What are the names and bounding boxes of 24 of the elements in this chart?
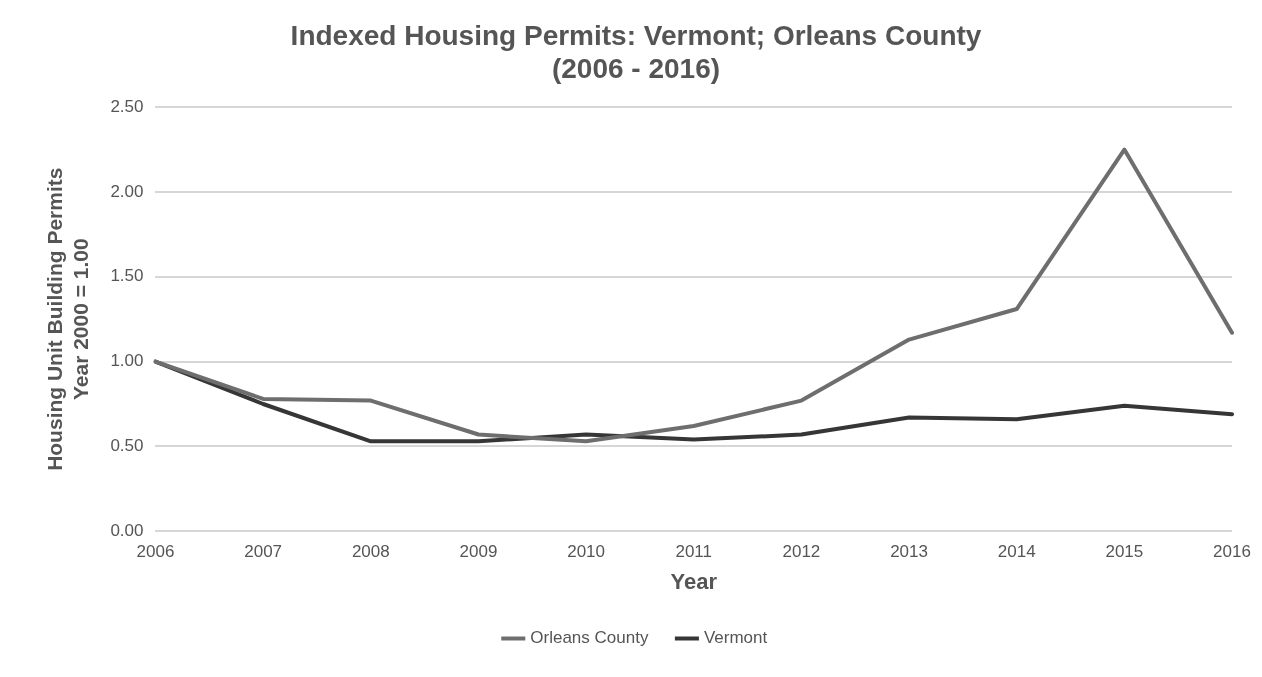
y-tick-label: 0.00 [110, 520, 144, 540]
x-tick-label: 2009 [459, 542, 498, 562]
x-tick-label: 2008 [351, 542, 390, 562]
x-tick-label: 2015 [1105, 542, 1144, 562]
legend-label: Orleans County [530, 628, 649, 648]
x-tick-label: 2011 [675, 542, 713, 562]
x-tick-label: 2013 [890, 542, 928, 562]
x-axis-title: Year [670, 568, 718, 594]
y-tick-label: 0.50 [110, 436, 144, 456]
x-tick-label: 2014 [997, 542, 1036, 562]
x-tick-label: 2010 [567, 542, 606, 562]
legend-label: Vermont [703, 628, 768, 648]
y-tick-label: 1.50 [110, 266, 144, 286]
text: (2006 - 2016) [551, 53, 721, 85]
text: Year 2000 = 1.00 [68, 238, 92, 401]
y-tick-label: 2.00 [110, 181, 144, 201]
y-tick-label: 1.00 [110, 351, 144, 371]
x-tick-label: 2007 [244, 542, 283, 562]
x-tick-label: 2012 [782, 542, 821, 562]
text: Housing Unit Building Permits [43, 167, 67, 471]
text: Indexed Housing Permits: Vermont; Orleans County [290, 19, 982, 51]
y-tick-label: 2.50 [110, 96, 144, 116]
x-tick-label: 2006 [136, 542, 175, 562]
x-tick-label: 2016 [1213, 542, 1251, 562]
